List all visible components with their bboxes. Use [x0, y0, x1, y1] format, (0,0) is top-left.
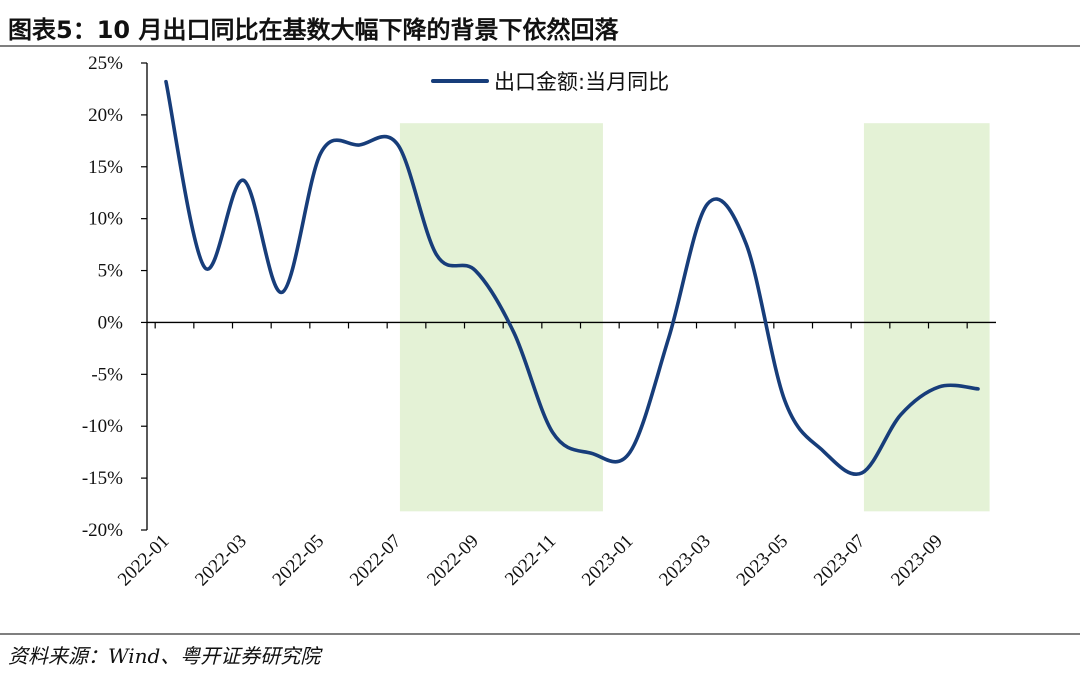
x-tick-label: 2022-07	[346, 531, 406, 591]
y-tick-label: 25%	[88, 53, 123, 74]
x-tick-label: 2023-01	[578, 531, 638, 591]
shaded-period-2	[863, 123, 990, 512]
shaded-period-1	[399, 123, 603, 512]
source-note: 资料来源：Wind、粤开证券研究院	[8, 644, 321, 668]
y-tick-label: 20%	[88, 105, 123, 126]
y-tick-label: -5%	[91, 364, 123, 385]
x-tick-label: 2023-03	[655, 531, 715, 591]
x-tick-label: 2023-07	[810, 531, 870, 591]
series-line-export-yoy	[164, 79, 980, 477]
shaded-regions	[399, 123, 990, 512]
y-tick-label: 15%	[88, 157, 123, 178]
x-tick-label: 2023-09	[887, 531, 947, 591]
y-tick-label: 10%	[88, 209, 123, 230]
x-tick-label: 2022-09	[423, 531, 483, 591]
x-tick-label: 2022-05	[269, 531, 329, 591]
y-tick-label: -10%	[82, 416, 123, 437]
page-title: 图表5：10 月出口同比在基数大幅下降的背景下依然回落	[8, 16, 619, 44]
source-divider	[0, 633, 1080, 635]
x-tick-label: 2022-03	[191, 531, 251, 591]
title-divider	[0, 45, 1080, 47]
legend-label: 出口金额:当月同比	[494, 70, 669, 94]
x-tick-label: 2023-05	[733, 531, 793, 591]
y-tick-label: 5%	[98, 261, 124, 282]
x-tick-label: 2022-11	[501, 531, 560, 590]
series-layer	[164, 79, 980, 477]
y-tick-label: -15%	[82, 468, 123, 489]
legend: 出口金额:当月同比	[431, 70, 669, 94]
y-tick-label: -20%	[82, 520, 123, 541]
y-tick-label: 0%	[98, 312, 124, 333]
